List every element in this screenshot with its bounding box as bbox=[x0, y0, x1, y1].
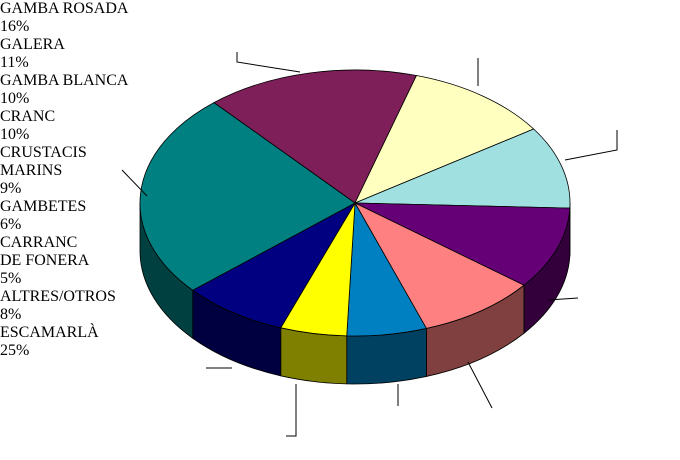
leader-line bbox=[236, 52, 301, 73]
category-label: ESCAMARLÀ bbox=[0, 324, 99, 341]
value-label: 8% bbox=[0, 306, 22, 323]
value-label: 6% bbox=[0, 216, 22, 233]
slice bbox=[191, 201, 357, 329]
category-label: CRANC bbox=[0, 108, 56, 125]
slice-label: CRANC 10% bbox=[0, 108, 80, 144]
slice-label: CRUSTACIS MARINS 9% bbox=[0, 144, 90, 198]
slice-label: GALERA 11% bbox=[0, 36, 120, 72]
value-label: 10% bbox=[0, 126, 30, 143]
slice-label: GAMBA BLANCA 10% bbox=[0, 72, 140, 108]
value-label: 16% bbox=[0, 18, 30, 35]
slice-label: GAMBA ROSADA 16% bbox=[0, 0, 160, 36]
value-label: 25% bbox=[0, 342, 30, 359]
category-label: GALERA bbox=[0, 36, 65, 53]
slice-side bbox=[346, 327, 427, 385]
category-label: GAMBA BLANCA bbox=[0, 72, 129, 89]
leader-line bbox=[467, 361, 493, 409]
value-label: 11% bbox=[0, 54, 29, 71]
category-label: GAMBA ROSADA bbox=[0, 0, 129, 17]
category-label: ALTRES/OTROS bbox=[0, 288, 116, 305]
slice-label: ALTRES/OTROS 8% bbox=[0, 288, 140, 324]
value-label: 10% bbox=[0, 90, 30, 107]
slice-label: ESCAMARLÀ 25% bbox=[0, 324, 120, 360]
category-label: CARRANC DE FONERA bbox=[0, 234, 90, 269]
slice bbox=[354, 202, 571, 286]
slice-label: CARRANC DE FONERA 5% bbox=[0, 234, 90, 288]
leader-line bbox=[547, 297, 579, 301]
leader-line bbox=[564, 130, 618, 161]
leader-line bbox=[121, 169, 148, 197]
value-label: 5% bbox=[0, 270, 22, 287]
category-label: GAMBETES bbox=[0, 198, 87, 215]
slice bbox=[354, 202, 525, 329]
leader-line bbox=[286, 384, 297, 437]
category-label: CRUSTACIS MARINS bbox=[0, 144, 87, 179]
slice-side bbox=[280, 327, 348, 385]
value-label: 9% bbox=[0, 180, 22, 197]
slice bbox=[354, 75, 535, 204]
slice bbox=[213, 69, 418, 204]
slice bbox=[354, 128, 571, 209]
slice-label: GAMBETES 6% bbox=[0, 198, 100, 234]
slice bbox=[139, 102, 356, 291]
